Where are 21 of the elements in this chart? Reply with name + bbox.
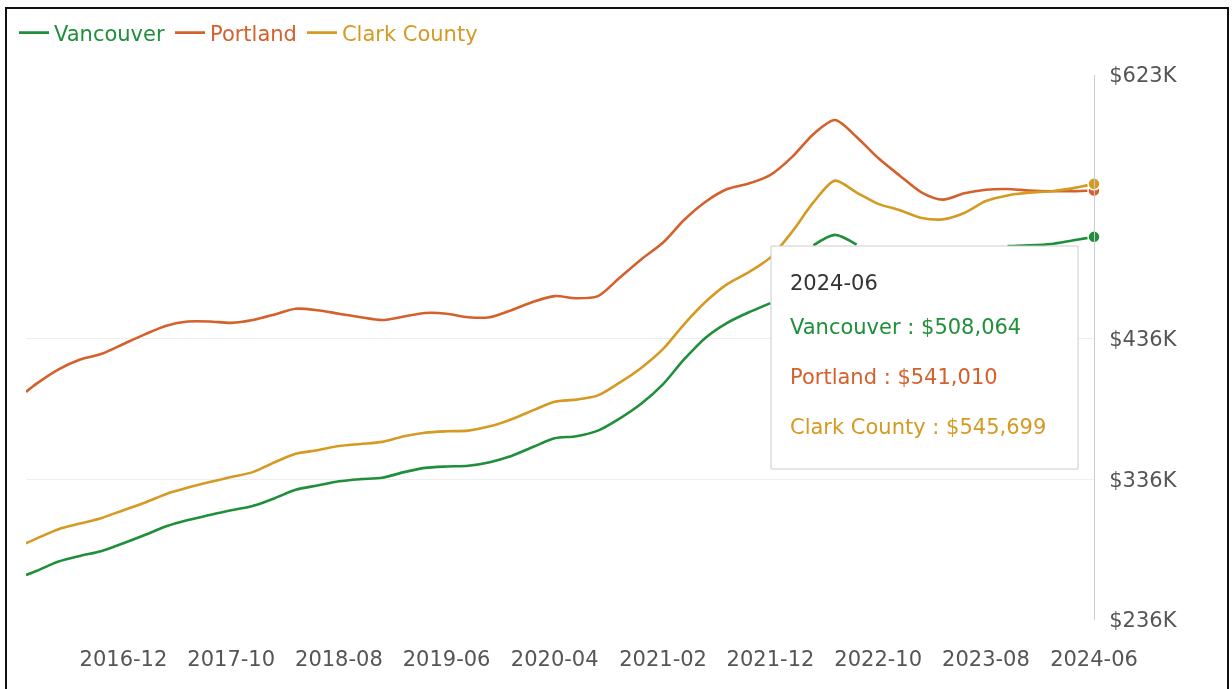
x-tick-label: 2022-10 — [834, 647, 923, 671]
x-tick-label: 2019-06 — [402, 647, 491, 671]
y-tick-label: $336K — [1109, 467, 1178, 492]
annotation: Vancouver : $508,064 — [790, 315, 1022, 339]
annotation: Clark County : $545,699 — [790, 415, 1047, 439]
x-tick-label: 2021-02 — [619, 647, 707, 671]
y-tick-label: $236K — [1109, 608, 1178, 633]
annotation: 2024-06 — [790, 271, 878, 295]
x-tick-label: 2023-08 — [942, 647, 1030, 671]
x-tick-label: 2021-12 — [726, 647, 815, 671]
legend-label: Portland — [209, 21, 297, 46]
x-tick-label: 2024-06 — [1050, 647, 1138, 671]
y-tick-label: $436K — [1109, 326, 1178, 351]
x-tick-label: 2017-10 — [187, 647, 276, 671]
y-tick-label: $623K — [1109, 63, 1178, 88]
x-tick-label: 2016-12 — [79, 647, 168, 671]
legend-label: Clark County — [341, 21, 478, 46]
annotation: Portland : $541,010 — [790, 365, 998, 389]
legend-label: Vancouver — [54, 21, 165, 46]
x-tick-label: 2018-08 — [295, 647, 383, 671]
x-tick-label: 2020-04 — [510, 647, 599, 671]
